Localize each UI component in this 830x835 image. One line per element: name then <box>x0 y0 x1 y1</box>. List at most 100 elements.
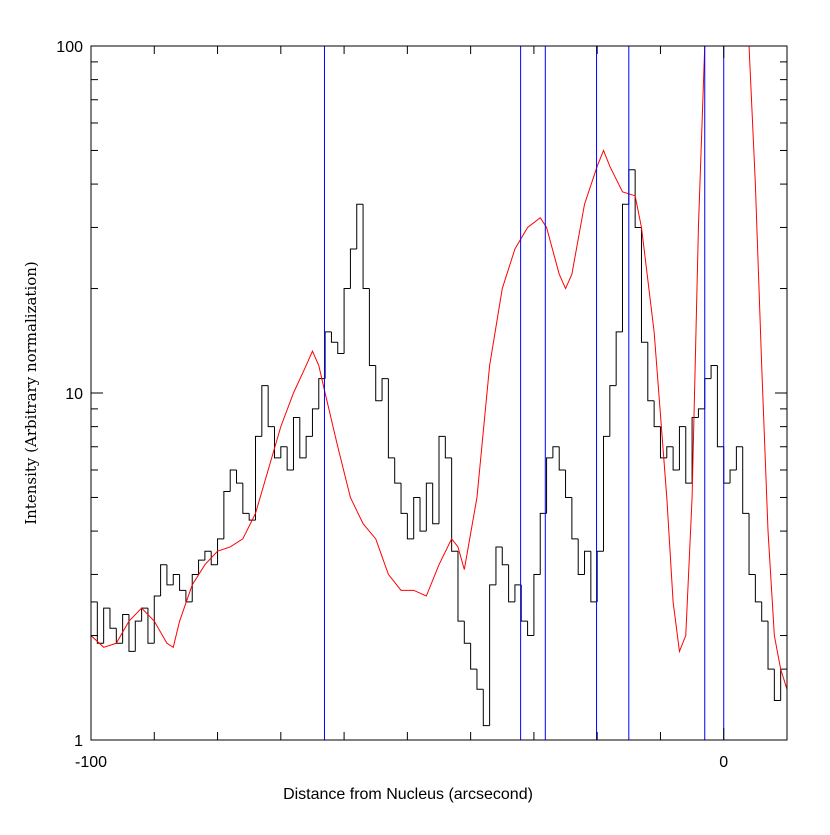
histogram-step <box>217 538 224 565</box>
histogram-step <box>267 385 275 428</box>
histogram-step <box>685 426 693 484</box>
histogram-step <box>470 643 477 670</box>
histogram-step <box>558 446 566 471</box>
histogram-step <box>248 513 256 521</box>
histogram-step <box>748 513 756 575</box>
histogram-step <box>672 446 680 471</box>
histogram-step <box>387 378 395 459</box>
histogram-step <box>432 483 439 525</box>
histogram-step <box>229 469 237 492</box>
histogram-step <box>419 497 427 532</box>
y-axis-label: Intensity (Arbitrary normalization) <box>22 261 40 525</box>
histogram-step <box>96 601 104 644</box>
histogram-step <box>223 491 231 539</box>
histogram-step <box>508 564 515 603</box>
histogram-step <box>565 469 572 498</box>
histogram-step <box>261 385 269 437</box>
histogram-step <box>273 426 281 459</box>
plot-area <box>91 46 787 727</box>
histogram-step <box>628 169 636 205</box>
histogram-step <box>236 469 243 484</box>
histogram-step <box>476 669 484 690</box>
histogram-step <box>640 227 648 343</box>
histogram-step <box>406 513 414 540</box>
histogram-step <box>356 203 364 250</box>
histogram-step <box>394 457 402 484</box>
histogram-step <box>147 608 155 644</box>
histogram-step <box>318 378 326 409</box>
histogram-step <box>292 416 300 470</box>
histogram-step <box>539 512 547 575</box>
histogram-step <box>400 483 408 514</box>
histogram-step <box>697 408 705 418</box>
histogram-step <box>634 169 642 228</box>
histogram-step <box>166 564 174 586</box>
y-tick-label: 100 <box>56 39 83 56</box>
x-tick-label: -100 <box>75 754 107 771</box>
histogram-step <box>134 620 142 652</box>
histogram-step <box>172 573 180 585</box>
histogram-step <box>552 446 560 458</box>
histogram-step <box>584 550 591 575</box>
histogram-step <box>204 550 212 561</box>
histogram-step <box>621 203 629 332</box>
histogram-step <box>286 446 294 471</box>
histogram-step <box>514 584 522 602</box>
histogram-step <box>451 457 458 552</box>
histogram-step <box>723 446 731 484</box>
y-tick-label: 10 <box>65 386 83 403</box>
histogram-step <box>577 538 585 575</box>
histogram-step <box>716 365 724 448</box>
histogram-step <box>330 331 338 343</box>
histogram-step <box>603 435 610 552</box>
y-tick-label: 1 <box>74 733 83 750</box>
histogram-step <box>666 446 674 458</box>
histogram-step <box>463 621 471 644</box>
histogram-step <box>255 435 262 521</box>
histogram-step <box>299 417 307 459</box>
histogram-step <box>191 573 199 602</box>
histogram-step <box>103 607 110 644</box>
model-curve <box>91 46 787 690</box>
histogram-step <box>527 621 534 637</box>
histogram-step <box>691 416 699 484</box>
histogram-step <box>773 669 781 701</box>
histogram-step <box>609 385 617 437</box>
histogram-step <box>122 613 129 644</box>
plot-frame <box>90 45 788 741</box>
histogram-step <box>596 550 604 602</box>
histogram-step <box>413 496 421 539</box>
histogram-step <box>647 342 655 402</box>
histogram-step <box>153 595 161 644</box>
histogram-step <box>349 248 357 289</box>
histogram-step <box>198 559 205 575</box>
histogram-step <box>311 408 319 437</box>
histogram-step <box>179 574 186 591</box>
histogram-step <box>489 584 496 726</box>
histogram-step <box>482 689 490 727</box>
histogram-step <box>767 621 775 670</box>
histogram-step <box>337 342 345 354</box>
x-tick-label: 0 <box>719 754 728 771</box>
histogram-step <box>362 204 370 290</box>
histogram-step <box>710 365 718 379</box>
histogram-step <box>242 483 250 514</box>
histogram-step <box>754 574 762 603</box>
histogram-step <box>141 607 148 622</box>
histogram-step <box>533 573 541 636</box>
histogram-step <box>501 546 509 566</box>
histogram-step <box>210 551 218 566</box>
histogram-step <box>305 435 313 458</box>
histogram-step <box>653 400 661 428</box>
histogram-step <box>735 446 743 470</box>
histogram-step <box>590 551 598 603</box>
histogram-step <box>571 497 579 540</box>
histogram-step <box>128 614 136 652</box>
histogram-step <box>425 482 433 532</box>
histogram-step <box>742 446 750 514</box>
histogram-step <box>375 365 383 402</box>
histogram-step <box>280 446 288 458</box>
histogram-step <box>495 546 503 585</box>
histogram-step <box>343 288 351 354</box>
